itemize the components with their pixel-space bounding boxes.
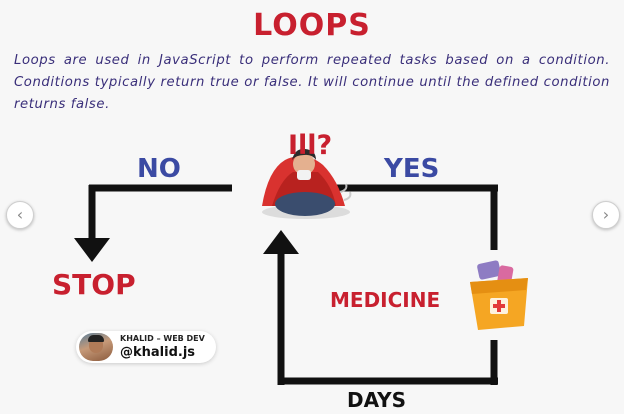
description-text: Loops are used in JavaScript to perform …: [14, 53, 610, 112]
stop-label: STOP: [52, 268, 136, 301]
previous-slide-button[interactable]: ‹: [6, 201, 34, 229]
condition-label: Ill?: [288, 130, 333, 161]
days-label: DAYS: [347, 388, 407, 412]
medicine-label: MEDICINE: [330, 288, 441, 312]
no-label: NO: [137, 154, 181, 184]
yes-branch-arrow: [330, 184, 498, 250]
chevron-left-icon: ‹: [16, 205, 24, 224]
page-title: LOOPS: [253, 8, 371, 43]
chevron-right-icon: ›: [602, 205, 610, 224]
avatar: [79, 333, 113, 361]
next-slide-button[interactable]: ›: [592, 201, 620, 229]
no-branch-arrow: [74, 184, 232, 262]
yes-label: YES: [384, 154, 440, 184]
author-badge[interactable]: KHALID – WEB DEV @khalid.js: [76, 331, 216, 363]
loop-back-arrow: [263, 230, 498, 385]
medicine-bag-icon: [470, 260, 528, 330]
author-name: KHALID – WEB DEV: [120, 334, 205, 343]
author-handle: @khalid.js: [120, 345, 196, 360]
sick-person-icon: [262, 148, 352, 219]
